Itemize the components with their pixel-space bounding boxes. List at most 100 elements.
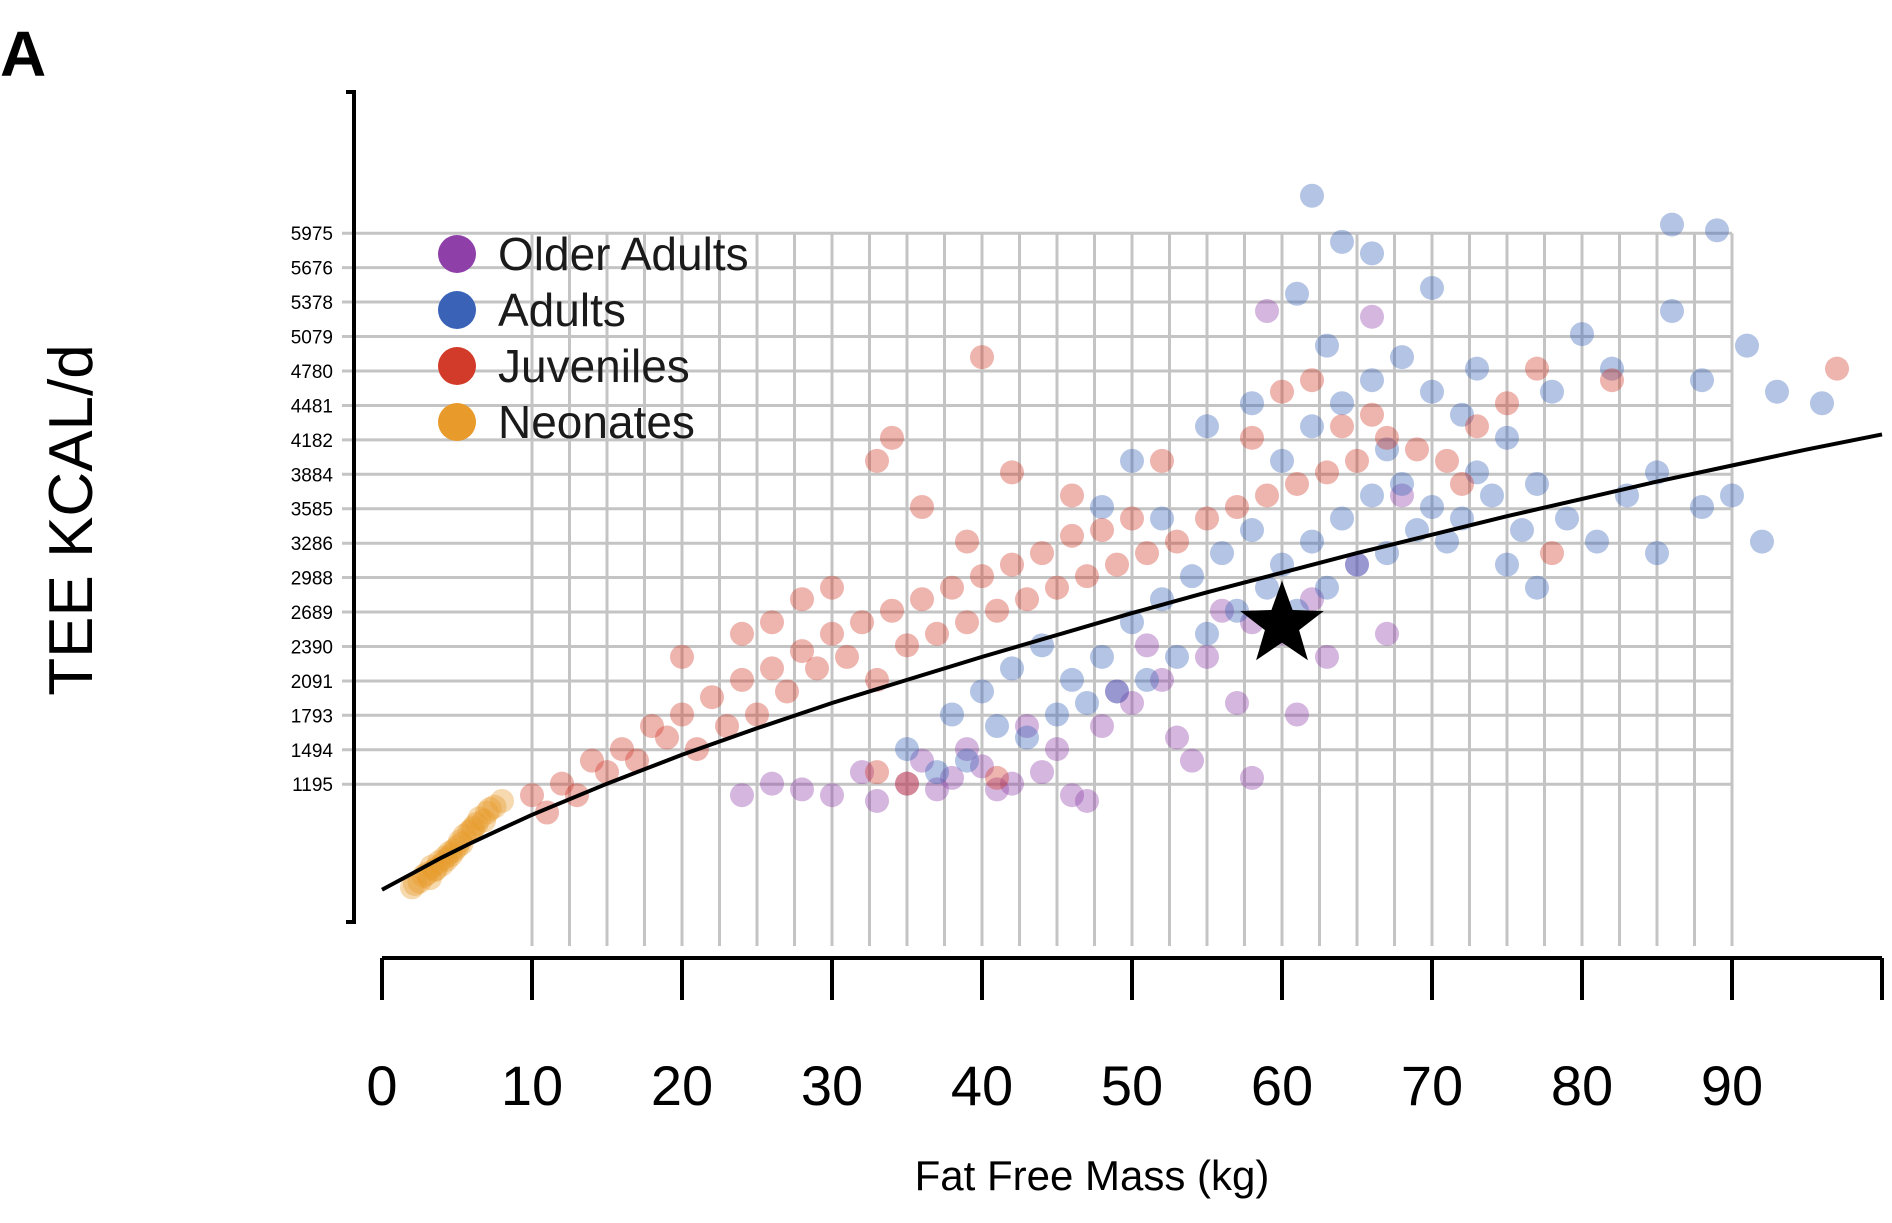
y-tick-label: 3884 — [291, 465, 334, 486]
point-juveniles — [670, 702, 694, 727]
point-older-adults — [1315, 644, 1339, 669]
legend-marker — [438, 347, 476, 385]
x-tick-label: 20 — [651, 1054, 713, 1117]
point-older-adults — [1075, 788, 1099, 813]
y-tick-labels: 1195 1494 1793 2091 2390 2689 2988 3286 3585 3884… — [291, 224, 334, 796]
point-adults — [1330, 391, 1354, 416]
point-neonates — [464, 812, 489, 837]
y-tick-label: 1793 — [291, 706, 333, 727]
point-adults — [1300, 529, 1324, 554]
x-tick-label: 80 — [1551, 1054, 1613, 1117]
point-adults — [1420, 379, 1444, 404]
point-adults — [1495, 552, 1519, 577]
point-older-adults — [1015, 714, 1039, 739]
point-older-adults — [1000, 771, 1024, 796]
point-older-adults — [820, 783, 844, 808]
point-adults — [1240, 391, 1264, 416]
point-juveniles — [820, 621, 844, 646]
point-neonates — [403, 871, 427, 896]
point-older-adults — [955, 737, 979, 762]
point-older-adults — [1255, 299, 1279, 324]
point-adults — [985, 714, 1009, 739]
point-adults — [970, 679, 994, 704]
legend-marker — [438, 235, 476, 273]
point-juveniles — [550, 771, 574, 796]
point-juveniles — [1015, 587, 1039, 612]
point-adults — [1135, 667, 1159, 692]
point-adults — [1360, 241, 1384, 266]
x-tick-label: 90 — [1701, 1054, 1763, 1117]
point-adults — [1330, 229, 1354, 254]
point-juveniles — [925, 621, 949, 646]
fit-curve — [381, 432, 1883, 892]
point-adults — [1060, 667, 1084, 692]
point-juveniles — [1240, 425, 1264, 450]
highlight-star — [1240, 580, 1324, 661]
point-older-adults — [1375, 621, 1399, 646]
point-older-adults — [1210, 598, 1234, 623]
x-tick-label: 50 — [1101, 1054, 1163, 1117]
y-tick-label: 3585 — [291, 500, 333, 521]
point-older-adults — [1045, 737, 1069, 762]
y-tick-label: 5975 — [291, 224, 333, 245]
point-juveniles — [730, 621, 754, 646]
point-older-adults — [940, 765, 964, 790]
point-older-adults — [1345, 552, 1369, 577]
legend-marker — [438, 291, 476, 329]
fit-curve-layer — [381, 432, 1883, 892]
point-juveniles — [1450, 471, 1474, 496]
point-adults — [1105, 679, 1129, 704]
point-older-adults — [760, 771, 784, 796]
point-older-adults — [925, 777, 949, 802]
y-tick-label: 2390 — [291, 637, 333, 658]
point-juveniles — [985, 765, 1009, 790]
point-adults — [1660, 212, 1684, 237]
point-juveniles — [1405, 437, 1429, 462]
point-juveniles — [625, 748, 649, 773]
point-juveniles — [985, 598, 1009, 623]
point-adults — [1285, 281, 1309, 306]
point-juveniles — [835, 644, 859, 669]
point-older-adults — [1360, 304, 1384, 329]
point-older-adults — [1090, 714, 1114, 739]
point-juveniles — [970, 564, 994, 589]
point-juveniles — [1225, 495, 1249, 519]
point-neonates — [460, 817, 484, 842]
point-adults — [1090, 495, 1114, 519]
point-adults — [1480, 483, 1504, 508]
y-tick-label: 2091 — [291, 672, 333, 693]
point-adults — [1300, 183, 1324, 208]
point-neonates — [461, 815, 486, 840]
point-adults — [1735, 333, 1759, 358]
point-adults — [1510, 518, 1534, 543]
point-adults — [1360, 368, 1384, 393]
point-adults — [1810, 391, 1834, 416]
point-adults — [1195, 621, 1219, 646]
point-adults — [1495, 425, 1519, 450]
point-juveniles — [1000, 460, 1024, 485]
point-juveniles — [910, 587, 934, 612]
point-juveniles — [1195, 506, 1219, 531]
point-juveniles — [1135, 541, 1159, 566]
point-juveniles — [1060, 523, 1084, 548]
point-adults — [925, 760, 949, 785]
point-older-adults — [1135, 633, 1159, 658]
y-tick-label: 4182 — [291, 431, 333, 452]
point-adults — [1465, 460, 1489, 485]
point-juveniles — [1495, 391, 1519, 416]
point-adults — [1720, 483, 1744, 508]
y-tick-label: 5676 — [291, 259, 333, 280]
point-juveniles — [595, 760, 619, 785]
point-juveniles — [1045, 575, 1069, 600]
point-juveniles — [1150, 448, 1174, 473]
point-juveniles — [1090, 518, 1114, 543]
point-older-adults — [985, 777, 1009, 802]
x-tick-labels: 0 10 20 30 40 50 60 70 80 90 — [366, 1054, 1763, 1117]
point-older-adults — [1105, 679, 1129, 704]
point-adults — [955, 748, 979, 773]
point-juveniles — [1435, 448, 1459, 473]
point-adults — [1450, 402, 1474, 427]
point-juveniles — [850, 610, 874, 635]
legend-marker — [438, 403, 476, 441]
